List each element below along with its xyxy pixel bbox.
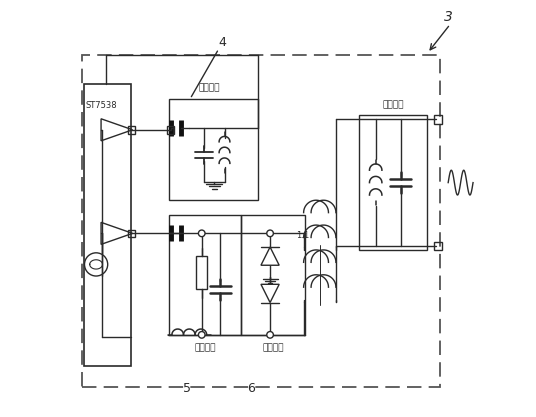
Text: 4: 4 xyxy=(218,36,226,49)
Polygon shape xyxy=(261,284,279,302)
Circle shape xyxy=(198,230,205,237)
Text: 保护电路: 保护电路 xyxy=(263,343,284,352)
Text: 接收电路: 接收电路 xyxy=(198,83,220,93)
Bar xyxy=(81,55,440,387)
Bar xyxy=(359,115,428,250)
Bar xyxy=(196,256,207,289)
Text: 发送电路: 发送电路 xyxy=(383,100,404,109)
Circle shape xyxy=(267,332,273,338)
Bar xyxy=(169,99,258,200)
Text: 6: 6 xyxy=(248,382,255,395)
Bar xyxy=(434,115,442,123)
Bar xyxy=(434,241,442,250)
Circle shape xyxy=(267,230,273,237)
Text: 3: 3 xyxy=(444,10,453,24)
Bar xyxy=(169,215,241,335)
Bar xyxy=(167,126,174,133)
Bar xyxy=(128,230,135,237)
Bar xyxy=(241,215,306,335)
Text: 发送电路: 发送电路 xyxy=(194,343,215,352)
Text: ST7538: ST7538 xyxy=(86,101,117,110)
Circle shape xyxy=(198,332,205,338)
Text: 1:1: 1:1 xyxy=(296,231,310,240)
Polygon shape xyxy=(261,247,279,265)
Bar xyxy=(84,84,131,366)
Bar xyxy=(128,126,135,133)
Text: 5: 5 xyxy=(183,382,191,395)
